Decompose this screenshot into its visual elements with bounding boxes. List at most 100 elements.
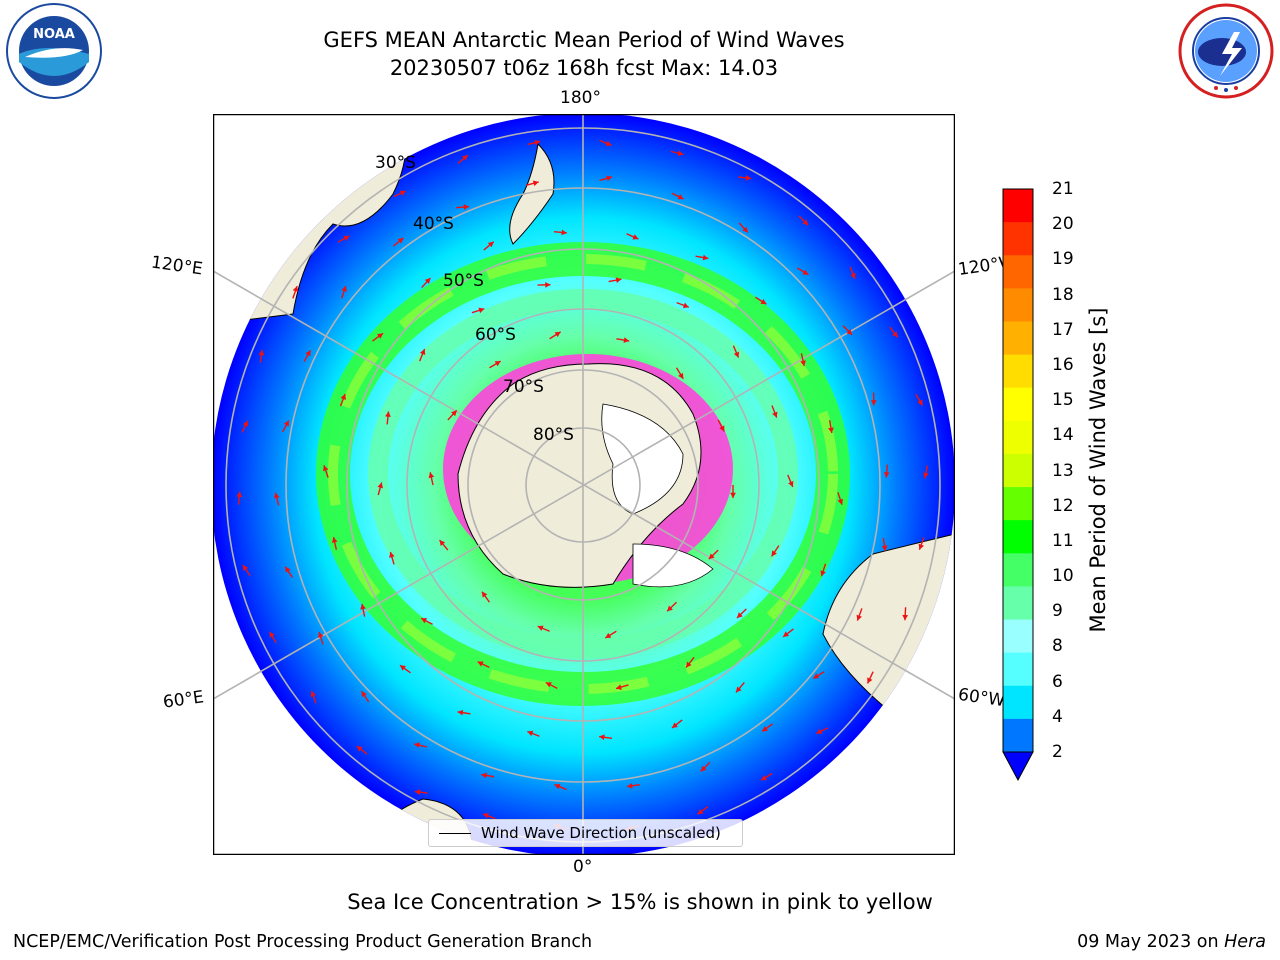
colorbar-tick-label: 16 [1052,354,1074,375]
colorbar-tick-label: 12 [1052,495,1074,516]
colorbar-segment [1003,652,1033,687]
wind-wave-arrowhead [273,492,280,499]
lon-label-180: 180° [560,88,601,108]
colorbar-segment [1003,420,1033,455]
wind-wave-arrowhead [677,150,684,157]
sea-ice-caption: Sea Ice Concentration > 15% is shown in … [347,890,933,914]
lon-label-0: 0° [573,857,593,877]
colorbar-tick-label: 11 [1052,530,1074,551]
wind-wave-arrowhead [745,175,752,181]
wind-wave-arrowhead [242,564,249,571]
lon-label-120e: 120°E [149,252,204,280]
wind-wave-arrowhead [761,775,767,781]
wind-wave-arrowhead [283,420,289,427]
wind-wave-arrowhead [615,684,622,690]
wind-wave-arrowhead [258,349,265,356]
wind-wave-arrowhead [800,360,806,367]
wind-wave-arrowhead [736,612,743,618]
wind-wave-arrowhead [340,394,346,400]
wind-wave-arrowhead [494,361,501,367]
colorbar-segment [1003,487,1033,521]
wind-wave-arrowhead [463,204,470,210]
wind-wave-arrowhead [828,427,834,434]
wind-wave-arrowhead [554,331,561,338]
wind-wave-arrowhead [478,307,485,314]
wind-wave-arrowhead [783,631,790,637]
wind-wave-arrowhead [672,722,678,728]
wind-wave-arrowhead [481,591,488,598]
wind-wave-arrowhead [439,540,446,546]
colorbar-segment [1003,685,1033,720]
wind-wave-arrowhead [377,333,384,339]
wind-wave-arrowhead [421,618,428,624]
wind-wave-arrowhead [902,614,909,621]
wind-wave-arrowhead [820,570,826,577]
colorbar-extension [1002,751,1034,782]
wind-wave-arrowhead [341,286,347,292]
wind-wave-arrowhead [599,734,605,741]
wind-wave-arrowhead [682,302,689,309]
wind-wave-arrowhead [700,765,707,772]
colorbar-tick-label: 9 [1052,601,1063,622]
wind-wave-arrowhead [399,665,406,671]
wind-wave-arrowhead [735,686,742,693]
wind-wave-arrowhead [867,677,873,684]
colorbar-segment [1003,354,1033,389]
wind-wave-arrowhead [742,226,748,233]
wind-wave-arrowhead [923,472,929,479]
legend-label: Wind Wave Direction (unscaled) [481,824,721,842]
colorbar-segment [1003,189,1033,223]
colorbar-segment [1003,453,1033,488]
wind-wave-arrowhead [477,661,484,667]
lon-label-60w: 60°W [956,684,1007,712]
wind-wave-arrowhead [846,329,853,335]
colorbar-tick-label: 15 [1052,390,1074,411]
wind-wave-arrowhead [399,190,406,196]
ice-shelf [601,403,684,515]
footer-host: Hera [1224,932,1266,952]
wind-wave-arrowhead [606,175,613,182]
wind-wave-arrowhead [356,746,363,752]
wind-wave-arrowhead [242,420,248,427]
lat-label-50s: 50°S [443,271,484,291]
colorbar-segment [1003,321,1033,356]
colorbar-segment [1003,387,1033,422]
footer-credit: NCEP/EMC/Verification Post Processing Pr… [13,932,593,952]
colorbar-tick-label: 10 [1052,566,1074,587]
wind-wave-arrows [236,139,929,831]
wind-wave-arrowhead [881,545,888,551]
noaa-logo-text: NOAA [33,27,75,42]
colorbar-label: Mean Period of Wind Waves [s] [1086,307,1110,633]
map-legend: Wind Wave Direction (unscaled) [428,819,743,847]
wind-wave-arrowhead [883,472,890,478]
wind-wave-arrowhead [626,782,633,789]
wind-wave-arrowhead [534,139,541,146]
colorbar-tick-label: 14 [1052,425,1074,446]
colorbar-segment [1003,222,1033,256]
colorbar-segment [1003,553,1033,587]
wind-wave-arrowhead [317,631,324,638]
wind-wave-arrowhead [462,155,468,161]
wind-wave-arrowhead [414,742,420,749]
wind-wave-arrowhead [719,425,725,432]
colorbar-tick-label: 6 [1052,671,1063,692]
wind-wave-arrowhead [292,286,299,292]
wind-wave-arrowhead [343,235,350,241]
noaa-logo: NOAA [5,2,103,100]
colorbar-segment [1003,288,1033,322]
wind-wave-arrowhead [788,480,794,487]
wind-wave-arrowhead [487,241,494,248]
land-new-zealand [509,142,555,245]
wind-wave-arrowhead [870,400,877,406]
wind-wave-arrowhead [360,603,366,610]
wind-wave-arrowhead [605,632,612,639]
wind-wave-arrowhead [730,492,736,498]
nws-logo [1176,2,1276,100]
wind-wave-arrowhead [918,543,924,550]
wind-wave-arrowhead [532,180,539,187]
wind-wave-arrowhead [310,690,316,697]
wind-wave-arrowhead [269,631,275,638]
colorbar-segment [1003,520,1033,554]
chart-title: GEFS MEAN Antarctic Mean Period of Wind … [323,28,845,52]
wind-wave-arrowhead [615,277,622,283]
